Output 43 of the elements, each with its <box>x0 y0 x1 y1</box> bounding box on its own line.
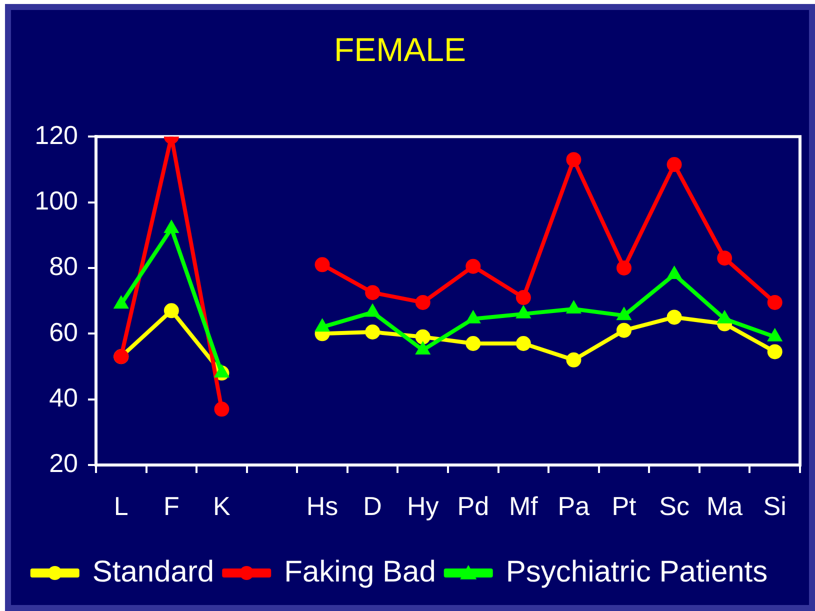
x-tick-label: Hs <box>306 490 338 521</box>
x-tick-label: K <box>213 490 232 521</box>
x-tick-label: Sc <box>659 490 690 521</box>
point <box>365 324 380 340</box>
point <box>566 152 582 168</box>
x-tick-label: Pt <box>612 490 638 521</box>
x-tick-label: Hy <box>406 490 439 521</box>
x-tick-label: D <box>363 490 382 521</box>
chart-title: FEMALE <box>334 30 466 68</box>
point <box>466 258 481 274</box>
y-tick-label: 80 <box>49 251 78 282</box>
legend-label: Faking Bad <box>284 555 436 588</box>
y-tick-label: 120 <box>34 120 78 150</box>
point <box>214 402 230 417</box>
point <box>616 322 632 338</box>
point <box>767 294 782 310</box>
point <box>415 329 430 344</box>
legend-label: Standard <box>92 555 214 588</box>
legend-label: Psychiatric Patients <box>506 555 768 588</box>
x-tick-label: F <box>163 490 180 521</box>
x-tick-label: Ma <box>706 490 744 521</box>
point <box>666 310 682 325</box>
x-tick-label: L <box>114 490 128 521</box>
point <box>365 285 380 300</box>
x-tick-label: Si <box>763 490 786 521</box>
point <box>415 294 430 310</box>
point <box>516 290 531 306</box>
y-tick-label: 40 <box>49 382 78 412</box>
point <box>666 157 682 172</box>
y-tick-label: 100 <box>34 185 78 216</box>
point <box>466 336 481 351</box>
point <box>164 303 179 318</box>
point <box>616 260 632 276</box>
point <box>314 257 330 272</box>
point <box>717 250 732 266</box>
x-tick-label: Mf <box>508 490 539 521</box>
x-tick-label: Pd <box>457 490 490 521</box>
y-tick-label: 60 <box>49 316 78 347</box>
point <box>516 336 531 351</box>
point <box>566 352 582 368</box>
y-tick-label: 20 <box>49 448 78 478</box>
x-tick-label: Pa <box>558 490 590 521</box>
point <box>767 344 782 360</box>
